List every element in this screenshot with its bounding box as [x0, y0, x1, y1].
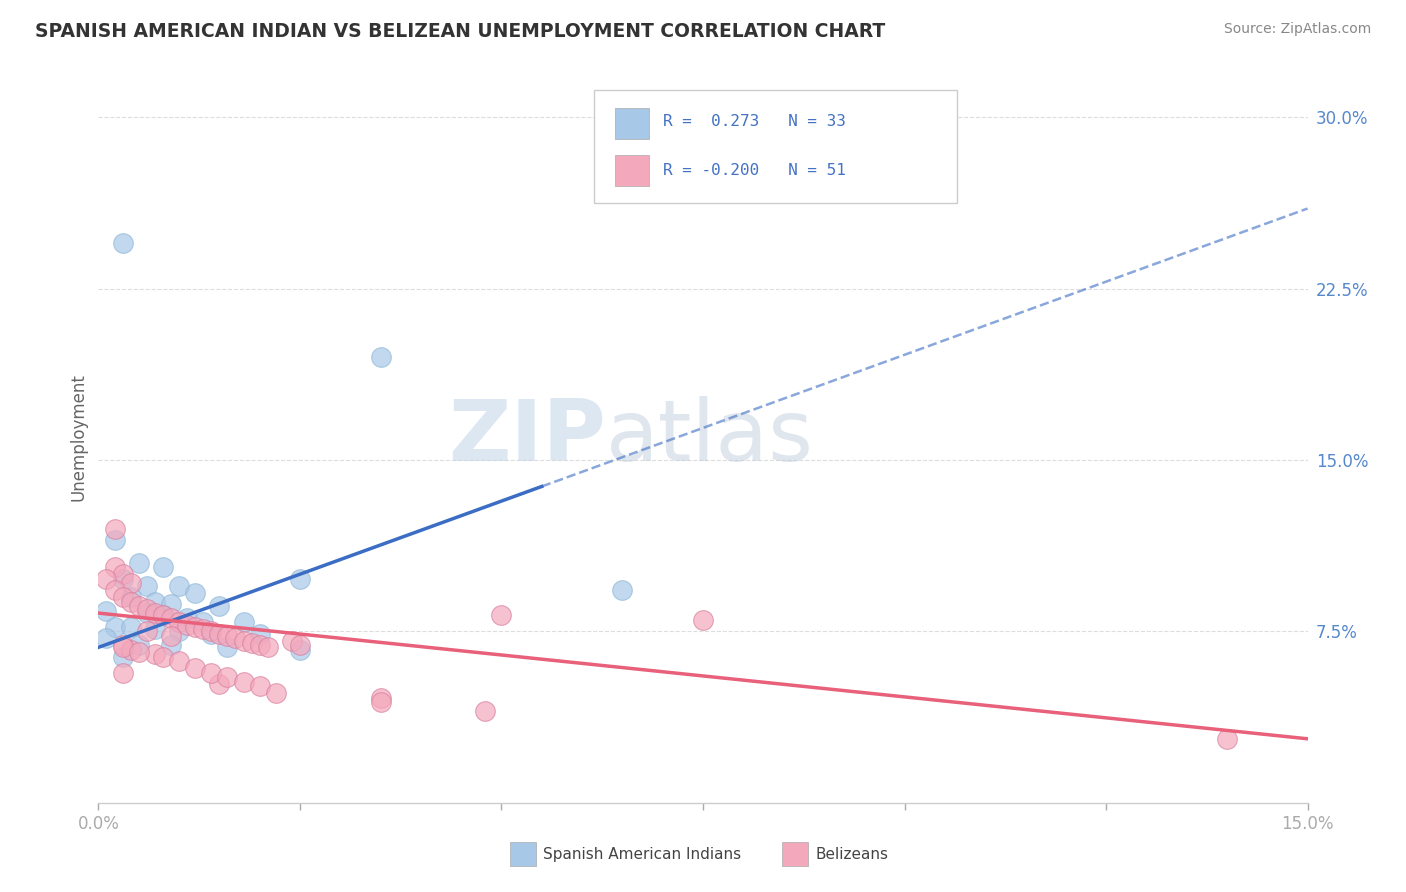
Point [96, 604, 118, 618]
Point [288, 638, 311, 652]
Point [135, 606, 157, 620]
Point [200, 665, 222, 680]
Point [160, 638, 183, 652]
Text: ZIP: ZIP [449, 395, 606, 479]
Point [128, 599, 150, 614]
Point [111, 572, 134, 586]
Point [160, 597, 183, 611]
Point [111, 649, 134, 664]
Point [208, 626, 231, 640]
Point [249, 679, 271, 693]
Text: R =  0.273   N = 33: R = 0.273 N = 33 [664, 113, 846, 128]
Point [240, 636, 263, 650]
Point [370, 690, 392, 705]
Y-axis label: Unemployment: Unemployment [69, 373, 87, 501]
Point [370, 350, 392, 364]
Bar [614, 108, 648, 138]
Point [103, 560, 125, 574]
Point [612, 583, 634, 598]
Point [288, 572, 311, 586]
Point [120, 642, 142, 657]
Point [120, 620, 142, 634]
Point [176, 617, 198, 632]
Point [1216, 731, 1239, 746]
Point [281, 633, 304, 648]
Bar [782, 842, 808, 866]
Point [120, 590, 142, 604]
Point [103, 533, 125, 547]
Text: Belizeans: Belizeans [815, 847, 889, 862]
Point [111, 640, 134, 655]
Point [491, 608, 513, 623]
Point [232, 615, 254, 630]
Point [264, 686, 287, 700]
Point [111, 235, 134, 250]
Point [135, 579, 157, 593]
Point [128, 638, 150, 652]
Point [208, 677, 231, 691]
Text: R = -0.200   N = 51: R = -0.200 N = 51 [664, 162, 846, 178]
Point [111, 638, 134, 652]
Point [208, 599, 231, 614]
Point [193, 622, 215, 636]
Point [217, 629, 239, 643]
Point [160, 610, 183, 624]
Point [232, 633, 254, 648]
Text: Spanish American Indians: Spanish American Indians [543, 847, 741, 862]
Point [152, 560, 174, 574]
Point [103, 620, 125, 634]
Text: atlas: atlas [606, 395, 814, 479]
Point [232, 674, 254, 689]
Point [474, 705, 496, 719]
Point [184, 661, 207, 675]
Point [111, 567, 134, 582]
Point [200, 626, 222, 640]
Point [184, 585, 207, 599]
Point [120, 576, 142, 591]
Point [224, 632, 246, 646]
Point [143, 595, 166, 609]
Point [249, 626, 271, 640]
Point [103, 583, 125, 598]
Point [143, 647, 166, 661]
Point [167, 654, 190, 668]
Point [167, 615, 190, 630]
Point [167, 579, 190, 593]
Point [200, 624, 222, 639]
Point [217, 670, 239, 684]
Point [135, 601, 157, 615]
Point [152, 608, 174, 623]
Point [160, 629, 183, 643]
Point [692, 613, 714, 627]
Point [96, 632, 118, 646]
FancyBboxPatch shape [595, 90, 957, 203]
Point [370, 695, 392, 709]
Point [111, 590, 134, 604]
Point [111, 665, 134, 680]
Point [120, 595, 142, 609]
Text: Source: ZipAtlas.com: Source: ZipAtlas.com [1223, 22, 1371, 37]
Point [135, 624, 157, 639]
Point [167, 624, 190, 639]
Bar [509, 842, 536, 866]
Point [103, 521, 125, 535]
Point [249, 638, 271, 652]
Point [217, 640, 239, 655]
Point [96, 572, 118, 586]
Point [143, 606, 166, 620]
Text: SPANISH AMERICAN INDIAN VS BELIZEAN UNEMPLOYMENT CORRELATION CHART: SPANISH AMERICAN INDIAN VS BELIZEAN UNEM… [35, 22, 886, 41]
Point [184, 620, 207, 634]
Point [176, 610, 198, 624]
Point [152, 608, 174, 623]
Point [256, 640, 278, 655]
Point [193, 615, 215, 630]
Point [128, 556, 150, 570]
Point [288, 642, 311, 657]
Point [128, 645, 150, 659]
Point [143, 622, 166, 636]
Bar [614, 155, 648, 186]
Point [152, 649, 174, 664]
